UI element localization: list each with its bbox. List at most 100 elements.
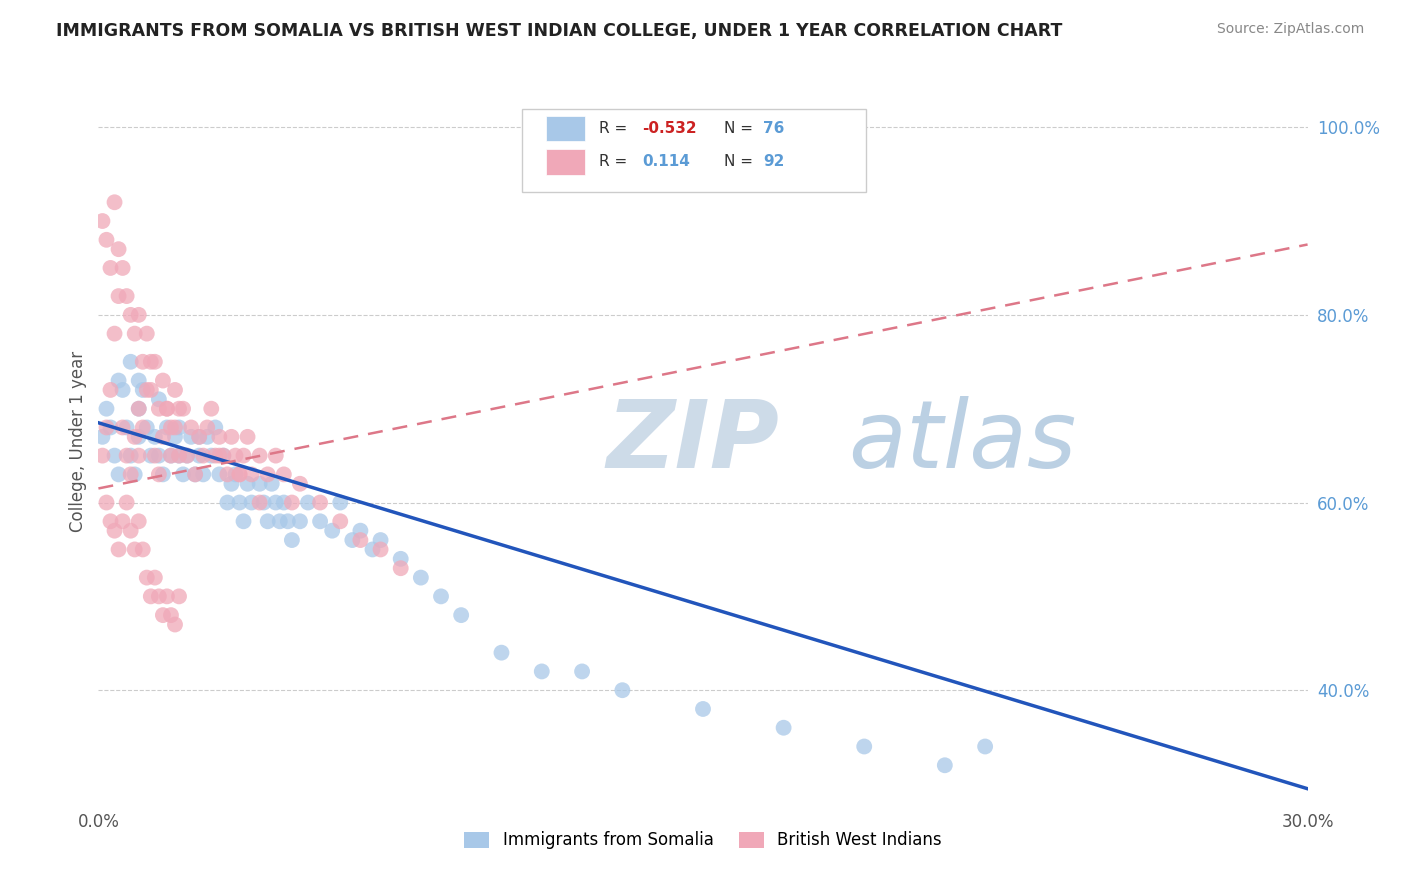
Point: [329, 514, 352, 528]
Point: [370, 542, 392, 557]
Point: [96, 495, 118, 509]
Point: [148, 590, 170, 604]
Point: [143, 449, 166, 463]
Point: [281, 533, 304, 547]
Text: Source: ZipAtlas.com: Source: ZipAtlas.com: [1216, 22, 1364, 37]
Text: N =: N =: [724, 121, 758, 136]
Point: [208, 430, 231, 444]
Point: [156, 590, 179, 604]
FancyBboxPatch shape: [522, 109, 866, 193]
Point: [156, 401, 179, 416]
Point: [91, 430, 114, 444]
Point: [288, 476, 311, 491]
Point: [135, 420, 157, 434]
Y-axis label: College, Under 1 year: College, Under 1 year: [69, 351, 87, 533]
Point: [321, 524, 343, 538]
Point: [200, 401, 222, 416]
Point: [167, 590, 190, 604]
Point: [249, 476, 271, 491]
Point: [200, 449, 222, 463]
Point: [193, 449, 215, 463]
Point: [361, 542, 384, 557]
Legend: Immigrants from Somalia, British West Indians: Immigrants from Somalia, British West In…: [458, 824, 948, 856]
Point: [232, 514, 254, 528]
Point: [128, 374, 150, 388]
Point: [100, 260, 122, 275]
Point: [128, 401, 150, 416]
Point: [120, 355, 142, 369]
Point: [450, 608, 472, 623]
Point: [249, 449, 271, 463]
Point: [100, 514, 122, 528]
Point: [176, 449, 198, 463]
Point: [96, 401, 118, 416]
Point: [132, 355, 155, 369]
Point: [120, 449, 142, 463]
Point: [120, 467, 142, 482]
Point: [172, 467, 194, 482]
Point: [156, 420, 179, 434]
Point: [96, 233, 118, 247]
Point: [132, 420, 155, 434]
Point: [349, 533, 371, 547]
Point: [349, 524, 371, 538]
Point: [240, 467, 263, 482]
Point: [208, 449, 231, 463]
Point: [612, 683, 634, 698]
Point: [115, 289, 138, 303]
Point: [152, 374, 174, 388]
Point: [530, 665, 553, 679]
Point: [195, 430, 218, 444]
Text: 76: 76: [763, 121, 785, 136]
Point: [288, 514, 311, 528]
Point: [111, 514, 134, 528]
Point: [228, 467, 250, 482]
Point: [212, 449, 235, 463]
Point: [103, 326, 125, 341]
Point: [96, 420, 118, 434]
Point: [128, 430, 150, 444]
Point: [103, 195, 125, 210]
Point: [135, 326, 157, 341]
Point: [128, 514, 150, 528]
Point: [128, 308, 150, 322]
Point: [228, 495, 250, 509]
Point: [329, 495, 352, 509]
Point: [152, 430, 174, 444]
Point: [111, 383, 134, 397]
Point: [571, 665, 593, 679]
Point: [100, 383, 122, 397]
Text: 92: 92: [763, 154, 785, 169]
Point: [124, 467, 146, 482]
Point: [184, 467, 207, 482]
Point: [221, 476, 243, 491]
Point: [128, 449, 150, 463]
Point: [974, 739, 997, 754]
Point: [152, 608, 174, 623]
Point: [167, 449, 190, 463]
Point: [277, 514, 299, 528]
Point: [208, 467, 231, 482]
Point: [91, 449, 114, 463]
Point: [430, 590, 453, 604]
Point: [143, 571, 166, 585]
Point: [370, 533, 392, 547]
Point: [115, 495, 138, 509]
Point: [309, 495, 332, 509]
Point: [160, 449, 183, 463]
Point: [389, 551, 412, 566]
Point: [139, 590, 162, 604]
Point: [692, 702, 714, 716]
Text: R =: R =: [599, 121, 633, 136]
Point: [163, 383, 186, 397]
Point: [115, 449, 138, 463]
Point: [193, 467, 215, 482]
Text: R =: R =: [599, 154, 633, 169]
Text: atlas: atlas: [848, 396, 1077, 487]
Point: [100, 420, 122, 434]
Point: [228, 467, 250, 482]
Point: [139, 449, 162, 463]
Text: 0.114: 0.114: [643, 154, 690, 169]
Point: [249, 495, 271, 509]
Point: [167, 449, 190, 463]
